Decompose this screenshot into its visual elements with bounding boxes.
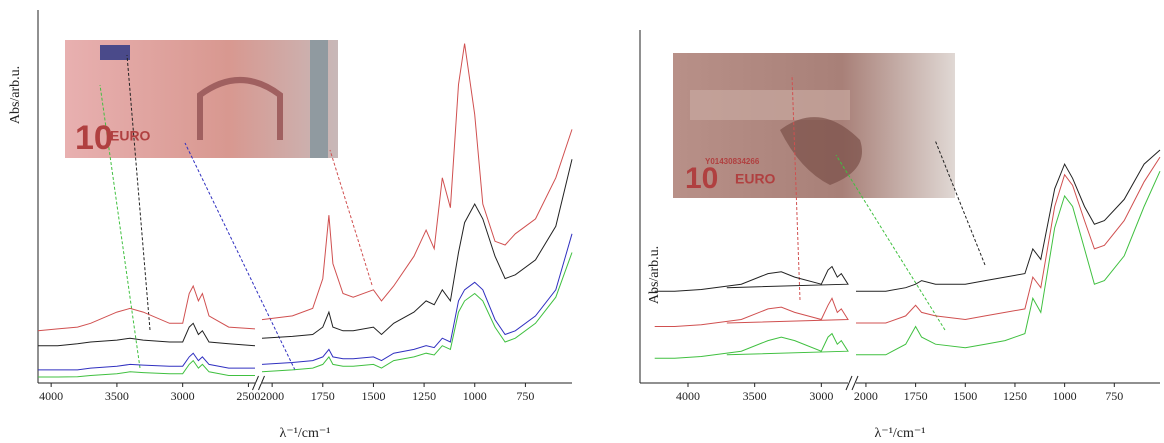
- inset-text: Y01430834266: [705, 157, 760, 166]
- y-axis-label: Abs/arb.u.: [647, 246, 662, 304]
- spectrum-line: [654, 170, 1161, 359]
- x-tick-label: 1000: [1053, 389, 1077, 403]
- x-tick-label: 750: [516, 389, 534, 403]
- x-tick-label: 1500: [953, 389, 977, 403]
- x-tick-label: 2000: [260, 389, 284, 403]
- arrows: [99, 54, 986, 371]
- x-tick-label: 3000: [809, 389, 833, 403]
- inset-text: EURO: [735, 171, 776, 187]
- inset-banknote: [673, 53, 955, 198]
- x-tick-label: 1250: [1003, 389, 1027, 403]
- inset-banknote: [65, 40, 338, 158]
- axis-break: [252, 375, 259, 391]
- x-tick-label: 1750: [904, 389, 928, 403]
- spectrum-line: [38, 252, 573, 378]
- spectrum-line: [37, 43, 573, 332]
- x-tick-label: 3000: [171, 389, 195, 403]
- spectrum-line: [38, 233, 573, 371]
- axis-break: [845, 375, 853, 391]
- spectrum-line: [654, 156, 1161, 327]
- spectrum-line: [654, 149, 1161, 292]
- x-tick-label: 2500: [236, 389, 260, 403]
- x-tick-label: 4000: [39, 389, 63, 403]
- axis-break: [258, 375, 265, 391]
- x-tick-label: 750: [1105, 389, 1123, 403]
- x-tick-label: 2000: [854, 389, 878, 403]
- x-axis-label: λ⁻¹/cm⁻¹: [875, 426, 926, 441]
- x-tick-label: 1250: [412, 389, 436, 403]
- inset-text: 10: [685, 162, 718, 195]
- spectrum-line: [38, 159, 573, 347]
- axis-break: [851, 375, 859, 391]
- x-tick-label: 3500: [743, 389, 767, 403]
- x-tick-label: 4000: [676, 389, 700, 403]
- x-tick-label: 1500: [361, 389, 385, 403]
- inset-text: 10: [75, 119, 113, 157]
- x-tick-label: 1000: [463, 389, 487, 403]
- x-tick-label: 3500: [105, 389, 129, 403]
- x-tick-label: 1750: [311, 389, 335, 403]
- inset-text: EURO: [110, 128, 151, 144]
- x-axis-label: λ⁻¹/cm⁻¹: [280, 426, 331, 441]
- y-axis-label: Abs/arb.u.: [8, 66, 23, 124]
